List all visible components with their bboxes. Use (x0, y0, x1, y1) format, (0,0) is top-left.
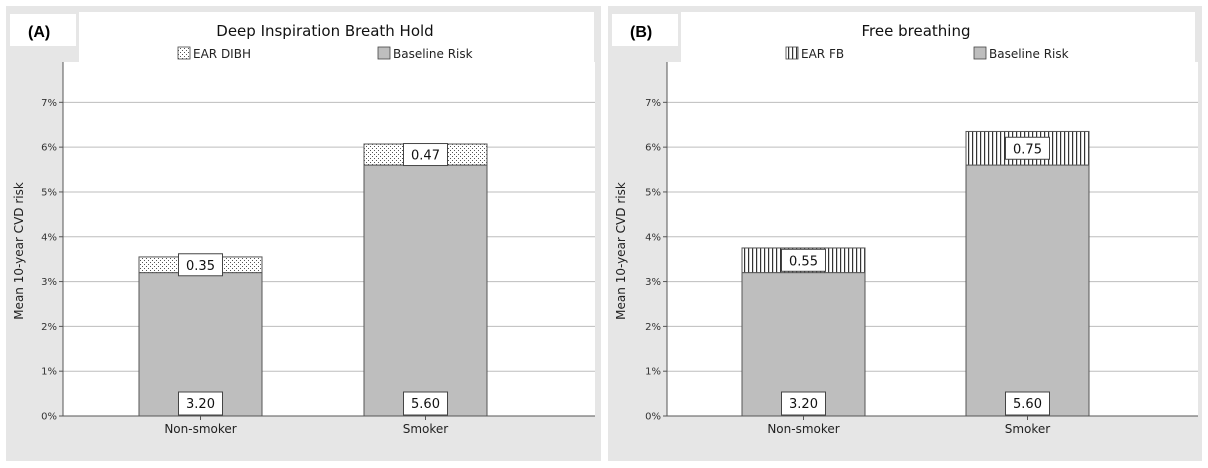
y-tick-label: 0% (41, 412, 57, 423)
data-label-box (1005, 136, 1050, 160)
data-label: 5.60 (411, 397, 440, 412)
y-tick-label: 0% (645, 412, 661, 423)
data-label-box (1005, 391, 1050, 416)
data-label-box (403, 143, 448, 167)
legend-label: EAR DIBH (193, 47, 251, 61)
title-band (79, 12, 594, 62)
y-tick-label: 6% (645, 143, 661, 154)
y-tick-label: 2% (41, 322, 57, 333)
y-tick-label: 7% (645, 98, 661, 109)
data-label-box (781, 391, 826, 416)
y-tick-label: 3% (645, 277, 661, 288)
y-tick-label: 5% (41, 187, 57, 198)
data-label: 0.75 (1013, 142, 1042, 157)
legend-label: Baseline Risk (393, 47, 473, 61)
data-label-box (178, 391, 223, 416)
data-label-box (403, 391, 448, 416)
y-tick-label: 6% (41, 143, 57, 154)
panel-letter-box (10, 14, 76, 46)
bar-baseline (363, 164, 488, 417)
y-axis-title: Mean 10-year CVD risk (614, 182, 628, 320)
x-tick-label: Non-smoker (767, 422, 839, 436)
x-tick-label: Smoker (403, 422, 449, 436)
legend-label: Baseline Risk (989, 47, 1069, 61)
chart-panel: (B) Free breathing EAR FB Baseline Risk 0% 1%… (608, 6, 1202, 461)
data-label: 0.35 (186, 259, 215, 274)
y-tick-label: 1% (41, 367, 57, 378)
data-label: 3.20 (789, 397, 818, 412)
data-label: 0.55 (789, 254, 818, 269)
legend-swatch (785, 46, 799, 60)
bar-baseline (965, 164, 1090, 417)
data-label: 3.20 (186, 397, 215, 412)
y-tick-label: 5% (645, 187, 661, 198)
y-tick-label: 1% (645, 367, 661, 378)
legend-swatch (177, 46, 191, 60)
legend-swatch (377, 46, 391, 60)
panel-letter-box (612, 14, 678, 46)
legend-label: EAR FB (801, 47, 844, 61)
y-tick-label: 4% (645, 232, 661, 243)
title-band (681, 12, 1195, 62)
data-label-box (781, 248, 826, 272)
y-axis-title: Mean 10-year CVD risk (12, 182, 26, 320)
x-tick-label: Non-smoker (164, 422, 236, 436)
y-tick-label: 2% (645, 322, 661, 333)
chart-title: Deep Inspiration Breath Hold (216, 22, 433, 40)
chart-title: Free breathing (862, 22, 971, 40)
y-tick-label: 7% (41, 98, 57, 109)
panel-label: (A) (28, 24, 50, 41)
data-label: 0.47 (411, 149, 440, 164)
y-tick-label: 3% (41, 277, 57, 288)
data-label: 5.60 (1013, 397, 1042, 412)
chart-panel: (A) Deep Inspiration Breath Hold EAR DIBH B… (6, 6, 601, 461)
legend-swatch (973, 46, 987, 60)
y-tick-label: 4% (41, 232, 57, 243)
panel-label: (B) (630, 24, 652, 41)
x-tick-label: Smoker (1005, 422, 1051, 436)
data-label-box (178, 253, 223, 277)
